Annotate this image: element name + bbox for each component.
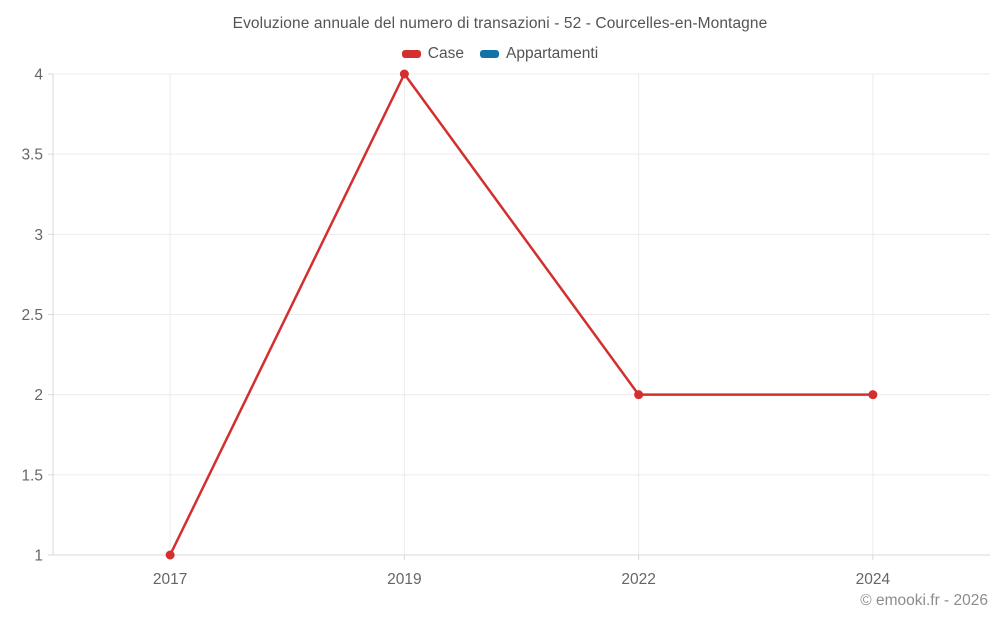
case-series-swatch-icon: [401, 50, 421, 58]
series-line-case: [168, 72, 875, 557]
legend-item-appartamenti[interactable]: Appartamenti: [479, 45, 599, 63]
y-tick-label: 4: [34, 67, 43, 84]
x-tick-label: 2022: [621, 571, 655, 588]
x-tick-label: 2019: [387, 571, 421, 588]
data-point: [165, 550, 175, 560]
appartamenti-series-swatch-icon: [479, 50, 499, 58]
y-tick-label: 1: [34, 548, 43, 565]
x-tick-label: 2017: [153, 571, 187, 588]
data-point: [634, 390, 644, 400]
legend-item-case[interactable]: Case: [401, 45, 464, 63]
legend-label-appartamenti: Appartamenti: [505, 45, 599, 62]
y-tick-label: 2.5: [21, 307, 43, 324]
y-tick-label: 2: [34, 387, 43, 404]
y-tick-label: 3: [34, 227, 43, 244]
data-point: [399, 69, 409, 79]
copyright-watermark: © emooki.fr - 2026: [860, 592, 988, 609]
chart-title: Evoluzione annuale del numero di transaz…: [232, 15, 768, 32]
legend-label-case: Case: [427, 45, 464, 62]
y-tick-label: 1.5: [21, 467, 43, 484]
chart-legend: Case Appartamenti: [0, 45, 1000, 63]
data-point: [868, 390, 878, 400]
x-tick-label: 2024: [856, 571, 891, 588]
y-tick-label: 3.5: [21, 147, 43, 164]
